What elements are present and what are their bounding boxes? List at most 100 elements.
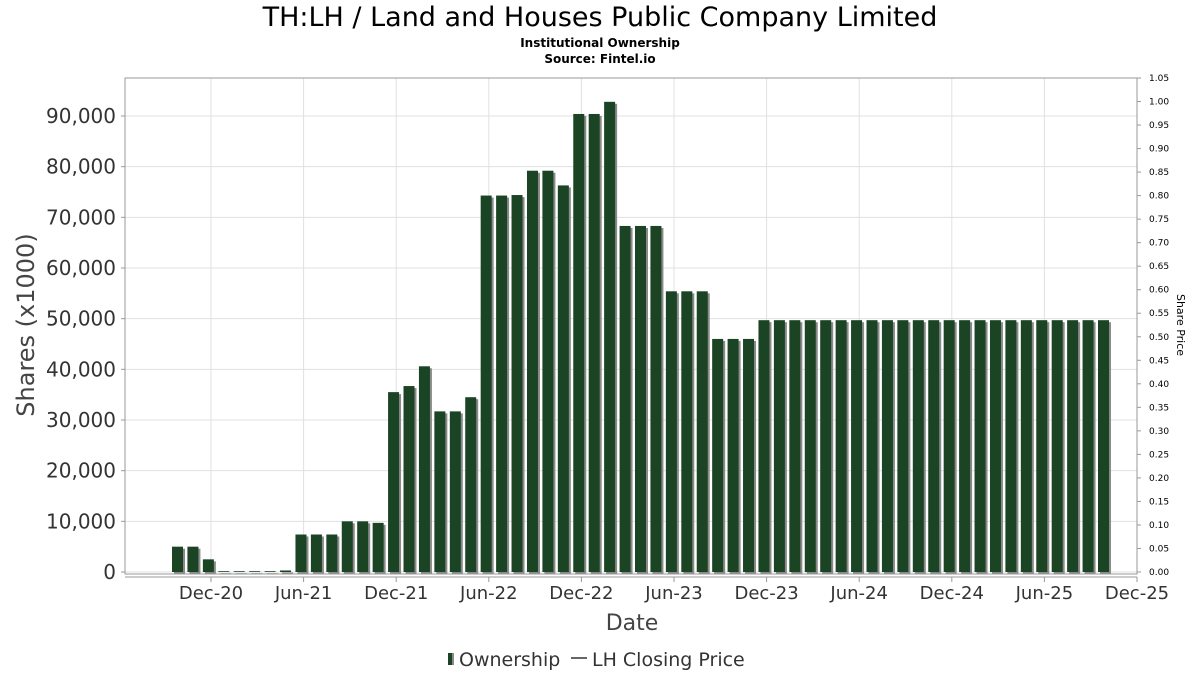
y-tick-label: 30,000 (46, 408, 116, 432)
y-axis-ticks: 0 10,000 20,000 30,000 40,000 50,000 60,000 70,… (46, 104, 125, 584)
ownership-bar (1051, 320, 1063, 572)
x-tick-label: Dec-21 (364, 583, 428, 604)
ownership-bar (789, 320, 801, 572)
y2-tick-label: 0.95 (1149, 121, 1169, 131)
ownership-bar (1005, 320, 1017, 572)
y2-tick-label: 0.60 (1149, 286, 1169, 296)
ownership-bar (928, 320, 940, 572)
ownership-bar (1067, 320, 1079, 572)
x-tick-label: Jun-22 (459, 583, 518, 604)
ownership-bar (959, 320, 971, 572)
y-tick-label: 10,000 (46, 509, 116, 533)
y2-tick-label: 0.80 (1149, 192, 1169, 202)
ownership-bar (773, 320, 785, 572)
ownership-bar (989, 320, 1001, 572)
y2-tick-label: 1.05 (1149, 74, 1169, 84)
bar-shadow (282, 572, 294, 574)
y-tick-label: 50,000 (46, 307, 116, 331)
y2-tick-label: 0.00 (1149, 568, 1169, 578)
ownership-bar (202, 559, 214, 572)
ownership-bar (511, 195, 523, 573)
y2-tick-label: 0.35 (1149, 403, 1169, 413)
ownership-bar (388, 392, 400, 572)
ownership-bar (496, 195, 508, 572)
ownership-bar (758, 320, 770, 572)
y2-axis-title: Share Price (1174, 294, 1187, 356)
ownership-bar (573, 113, 585, 573)
y2-axis-ticks: 0.00 0.05 0.10 0.15 0.20 0.25 0.30 0.35 0.40 0.45… (1137, 74, 1169, 578)
x-tick-label: Dec-20 (179, 583, 243, 604)
ownership-bar (542, 170, 554, 572)
y2-tick-label: 0.25 (1149, 450, 1169, 460)
legend-price-label: LH Closing Price (592, 649, 745, 671)
ownership-bar (480, 195, 492, 572)
ownership-bar (635, 225, 646, 573)
x-tick-label: Jun-23 (644, 583, 703, 604)
y2-tick-label: 0.05 (1149, 544, 1169, 554)
ownership-bar (172, 546, 183, 572)
chart-source: Source: Fintel.io (544, 52, 656, 66)
y-tick-label: 90,000 (46, 104, 116, 128)
y2-tick-label: 0.10 (1149, 521, 1169, 531)
x-axis-title: Date (606, 611, 659, 636)
x-tick-label: Jun-24 (829, 583, 888, 604)
y-tick-label: 0 (103, 560, 116, 584)
ownership-bar (449, 411, 461, 572)
y2-tick-label: 0.85 (1149, 168, 1169, 178)
ownership-bar (280, 570, 292, 572)
ownership-bar (681, 291, 693, 572)
y-tick-label: 70,000 (46, 205, 116, 229)
ownership-bar (712, 338, 724, 572)
y2-tick-label: 0.90 (1149, 145, 1169, 155)
ownership-bar (434, 411, 446, 572)
ownership-bar (341, 521, 353, 572)
ownership-bar (557, 185, 569, 572)
y2-tick-label: 0.75 (1149, 215, 1169, 225)
ownership-bar (650, 225, 662, 573)
ownership-bar (1020, 320, 1032, 572)
y2-tick-label: 0.45 (1149, 356, 1169, 366)
y2-tick-label: 0.50 (1149, 333, 1169, 343)
legend-ownership-swatch (448, 653, 452, 665)
ownership-bar (820, 320, 832, 572)
ownership-bar (881, 320, 893, 572)
y-tick-label: 80,000 (46, 155, 116, 179)
bar-series (172, 101, 1111, 575)
ownership-bar (326, 534, 338, 572)
x-tick-label: Dec-22 (549, 583, 613, 604)
ownership-bar (804, 320, 816, 572)
ownership-bar (665, 291, 677, 572)
y-tick-label: 60,000 (46, 256, 116, 280)
ownership-bar (835, 320, 847, 572)
x-tick-label: Jun-21 (274, 583, 333, 604)
y2-tick-label: 0.40 (1149, 380, 1169, 390)
ownership-bar (912, 320, 924, 572)
ownership-bar (1098, 320, 1109, 572)
y-axis-title: Shares (x1000) (12, 233, 40, 416)
ownership-bar (403, 386, 415, 572)
chart-subtitle: Institutional Ownership (520, 36, 680, 50)
ownership-bar (233, 571, 245, 572)
x-tick-label: Dec-23 (734, 583, 798, 604)
ownership-bar (418, 366, 430, 572)
y-tick-label: 20,000 (46, 459, 116, 483)
ownership-bar (696, 291, 708, 572)
legend-ownership-swatch-shadow (452, 653, 454, 665)
y2-tick-label: 0.65 (1149, 262, 1169, 272)
ownership-bar (1036, 320, 1048, 572)
ownership-bar (866, 320, 878, 572)
x-tick-label: Dec-25 (1105, 583, 1169, 604)
ownership-bar (897, 320, 909, 572)
ownership-bar (526, 170, 538, 572)
ownership-bar (604, 101, 616, 573)
legend-ownership-label: Ownership (459, 649, 560, 671)
ownership-bar (727, 338, 739, 572)
ownership-bar (295, 534, 307, 572)
legend: Ownership LH Closing Price (448, 649, 745, 671)
y2-tick-label: 0.15 (1149, 497, 1169, 507)
ownership-bar (851, 320, 863, 572)
plot-area-border (124, 77, 1138, 575)
ownership-bar (264, 571, 276, 572)
y2-tick-label: 0.70 (1149, 239, 1169, 249)
